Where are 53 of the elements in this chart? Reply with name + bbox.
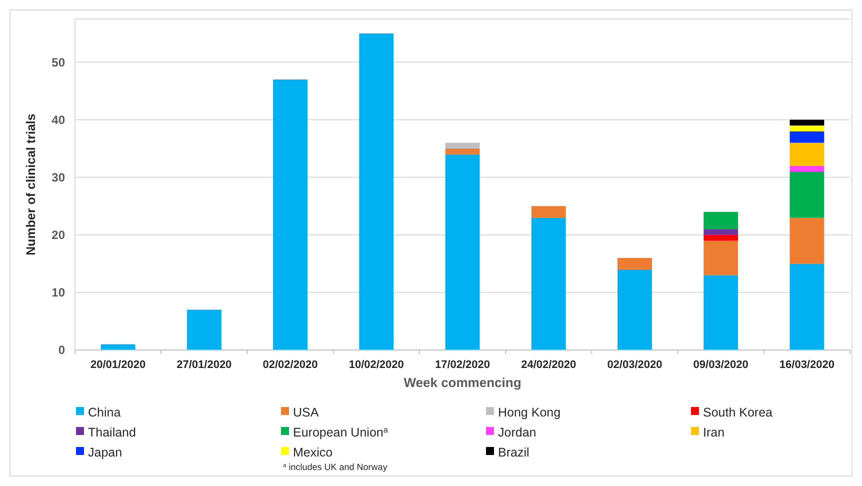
- y-axis-title: Number of clinical trials: [24, 114, 38, 256]
- bar: [790, 131, 824, 143]
- bar: [618, 258, 652, 270]
- x-tick-label: 09/03/2020: [693, 359, 748, 371]
- legend-label: Iran: [703, 425, 725, 440]
- bar: [790, 218, 824, 264]
- bar: [790, 142, 824, 166]
- bar: [445, 148, 480, 154]
- legend-label: European Union$^{a}$: [293, 424, 388, 440]
- bar: [704, 240, 738, 276]
- bar: [445, 154, 480, 350]
- legend-label: South Korea: [703, 405, 773, 420]
- bar: [790, 120, 824, 126]
- bar: [618, 269, 652, 350]
- bar: [704, 212, 738, 230]
- x-tick-label: 27/01/2020: [176, 359, 232, 371]
- x-tick-label: 10/02/2020: [348, 359, 404, 371]
- bar: [704, 275, 738, 350]
- bar: [790, 125, 824, 132]
- bar: [790, 264, 824, 350]
- legend-label: Jordan: [498, 425, 536, 440]
- bar: [531, 206, 566, 218]
- legend-label: USA: [293, 405, 320, 420]
- bar: [704, 234, 738, 241]
- bar: [186, 310, 222, 350]
- bar: [704, 229, 738, 235]
- y-tick-label: 30: [52, 170, 66, 185]
- x-tick-label: 17/02/2020: [434, 359, 490, 371]
- x-tick-label: 20/01/2020: [90, 359, 146, 371]
- x-tick-label: 02/03/2020: [607, 359, 662, 371]
- bar: [273, 79, 308, 350]
- y-tick-label: 50: [52, 55, 66, 70]
- text: $^{a}$ includes UK and Norway: [283, 462, 388, 472]
- legend-label: Japan: [88, 445, 122, 460]
- bar: [790, 172, 824, 218]
- x-tick-label: 16/03/2020: [779, 359, 834, 371]
- bar: [531, 218, 566, 350]
- bar: [445, 142, 480, 149]
- bar: [790, 166, 824, 172]
- x-tick-label: 24/02/2020: [521, 359, 576, 371]
- y-tick-label: 10: [52, 286, 66, 300]
- x-tick-label: 02/02/2020: [262, 359, 318, 371]
- legend-label: Brazil: [498, 445, 530, 460]
- legend-label: China: [88, 405, 121, 420]
- y-tick-label: 40: [52, 112, 66, 127]
- y-tick-label: 20: [52, 228, 66, 242]
- bar: [100, 344, 136, 350]
- legend-label: Hong Kong: [498, 405, 561, 420]
- legend-label: Mexico: [293, 445, 333, 460]
- x-axis-title: Week commencing: [404, 375, 522, 390]
- bar: [359, 33, 394, 350]
- y-tick-label: 0: [58, 343, 66, 358]
- legend-label: Thailand: [88, 425, 136, 440]
